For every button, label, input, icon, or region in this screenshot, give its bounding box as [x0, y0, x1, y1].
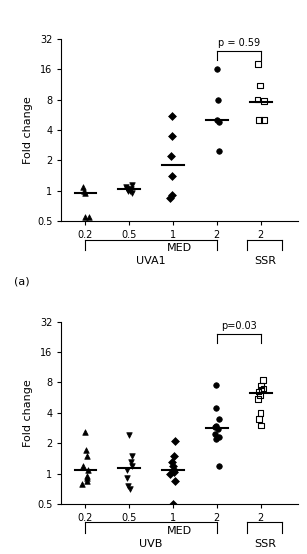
Point	[127, 431, 132, 440]
Point	[255, 60, 260, 69]
Point	[256, 116, 261, 125]
Point	[128, 458, 133, 466]
Point	[85, 471, 90, 480]
Point	[168, 193, 173, 202]
Point	[169, 152, 173, 161]
Point	[130, 189, 134, 198]
Point	[213, 421, 218, 430]
Point	[172, 465, 177, 474]
Point	[84, 474, 89, 483]
Point	[257, 391, 262, 399]
Point	[80, 479, 85, 488]
Point	[173, 476, 178, 485]
Point	[130, 180, 135, 189]
Point	[171, 452, 176, 460]
Point	[262, 116, 266, 125]
Point	[256, 387, 261, 396]
Point	[130, 452, 134, 460]
Point	[171, 461, 176, 470]
Point	[212, 429, 217, 438]
Text: p = 0.59: p = 0.59	[218, 38, 260, 48]
Point	[259, 381, 264, 390]
Point	[262, 96, 266, 105]
Point	[215, 65, 220, 74]
Text: (a): (a)	[14, 276, 30, 286]
X-axis label: MED: MED	[167, 526, 192, 536]
Point	[83, 427, 87, 436]
Point	[217, 433, 222, 442]
Point	[84, 452, 89, 460]
Text: SSR: SSR	[254, 539, 276, 549]
Point	[85, 476, 90, 485]
Point	[217, 117, 222, 126]
Point	[215, 424, 220, 433]
Point	[82, 189, 87, 198]
Point	[171, 467, 176, 476]
Text: UVB: UVB	[139, 539, 163, 549]
Point	[170, 172, 175, 181]
Point	[124, 474, 129, 483]
Point	[169, 111, 174, 120]
Point	[216, 414, 221, 423]
Point	[173, 437, 178, 445]
Point	[215, 95, 220, 104]
Point	[81, 461, 86, 470]
Point	[213, 403, 218, 412]
Point	[171, 500, 176, 509]
Point	[169, 191, 174, 200]
Point	[213, 435, 218, 444]
Point	[170, 458, 175, 466]
Point	[86, 213, 91, 222]
Point	[124, 182, 129, 191]
Point	[82, 187, 87, 196]
Point	[258, 81, 262, 90]
Point	[260, 376, 265, 384]
Point	[128, 187, 133, 196]
Text: UVA1: UVA1	[136, 256, 166, 266]
Point	[213, 381, 218, 390]
Point	[214, 116, 219, 125]
Text: SSR: SSR	[254, 256, 276, 266]
Point	[80, 182, 85, 191]
X-axis label: MED: MED	[167, 243, 192, 253]
Point	[258, 421, 263, 430]
Point	[259, 385, 264, 394]
Y-axis label: Fold change: Fold change	[23, 379, 33, 447]
Point	[129, 184, 134, 193]
Point	[125, 184, 130, 193]
Point	[126, 482, 130, 491]
Text: p=0.03: p=0.03	[221, 321, 257, 331]
Point	[261, 384, 266, 393]
Point	[86, 465, 91, 474]
Point	[217, 461, 222, 470]
Point	[255, 394, 260, 403]
Point	[82, 213, 87, 222]
Point	[255, 95, 260, 104]
Point	[256, 414, 261, 423]
Y-axis label: Fold change: Fold change	[23, 96, 33, 164]
Point	[128, 485, 133, 494]
Point	[213, 423, 218, 432]
Point	[258, 408, 263, 417]
Point	[84, 446, 88, 455]
Point	[129, 461, 134, 470]
Point	[126, 187, 130, 196]
Point	[168, 469, 173, 478]
Point	[125, 465, 130, 474]
Point	[169, 131, 174, 140]
Point	[216, 146, 221, 155]
